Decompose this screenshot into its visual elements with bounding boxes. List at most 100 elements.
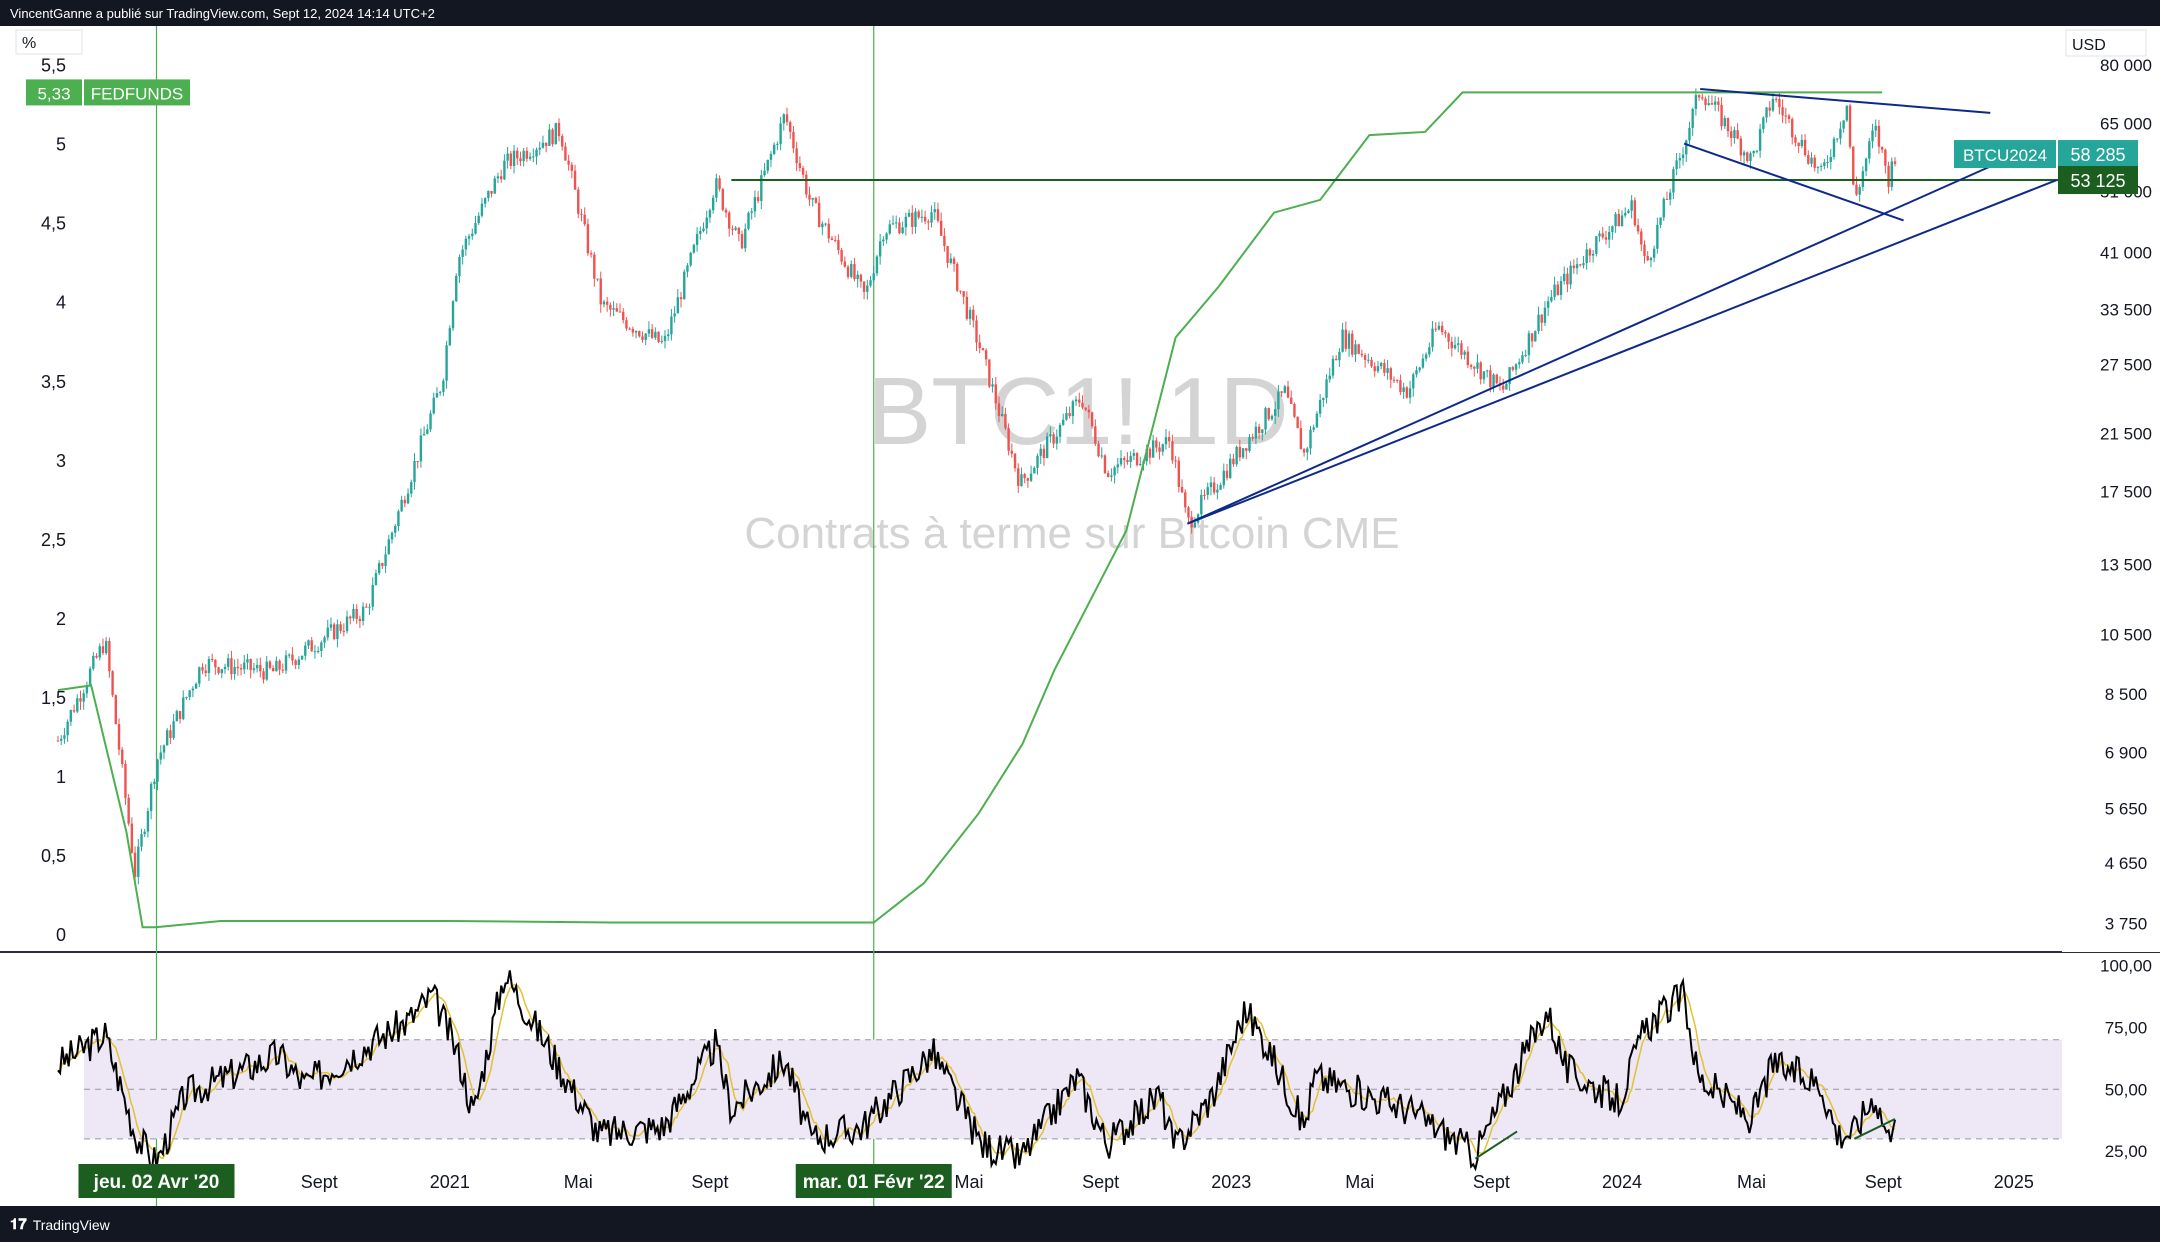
candle-body bbox=[583, 214, 586, 225]
candle-body bbox=[397, 511, 400, 527]
candle-body bbox=[1633, 200, 1637, 226]
chart-canvas[interactable]: BTC1! 1D Contrats à terme sur Bitcoin CME… bbox=[0, 26, 2160, 1206]
candle-body bbox=[1049, 434, 1052, 437]
candle-body bbox=[625, 320, 628, 329]
candle-body bbox=[259, 664, 262, 672]
candle-body bbox=[198, 667, 201, 684]
candle-body bbox=[641, 336, 644, 340]
candle-body bbox=[124, 764, 127, 798]
tradingview-brand-label: TradingView bbox=[32, 1216, 110, 1233]
candle-body bbox=[1399, 380, 1402, 393]
candle-body bbox=[230, 658, 233, 675]
candle-body bbox=[808, 194, 811, 200]
candle-body bbox=[1877, 125, 1881, 147]
candle-body bbox=[1036, 455, 1039, 468]
x-axis-tick: Sept bbox=[301, 1172, 338, 1192]
candle-body bbox=[345, 616, 349, 632]
candle-body bbox=[564, 146, 567, 161]
candle-body bbox=[1290, 397, 1293, 404]
candle-body bbox=[628, 328, 631, 330]
level-price-badge bbox=[2058, 166, 2138, 195]
candle-body bbox=[1864, 158, 1868, 172]
candle-body bbox=[1177, 460, 1181, 488]
candle-body bbox=[965, 296, 969, 319]
candle-body bbox=[1742, 152, 1746, 156]
candle-body bbox=[516, 150, 519, 159]
candle-body bbox=[1113, 467, 1116, 476]
candle-body bbox=[474, 223, 477, 234]
candle-body bbox=[104, 640, 108, 654]
candle-body bbox=[1453, 344, 1457, 349]
candle-body bbox=[827, 223, 830, 239]
left-axis-tick: 3 bbox=[56, 451, 66, 471]
candle-body bbox=[1418, 367, 1421, 371]
candle-body bbox=[760, 175, 763, 201]
candle-body bbox=[146, 811, 150, 832]
candle-body bbox=[304, 645, 307, 656]
candle-body bbox=[1694, 95, 1698, 109]
candle-body bbox=[1537, 314, 1540, 332]
candle-body bbox=[695, 233, 699, 245]
candle-body bbox=[622, 311, 625, 321]
candle-body bbox=[1389, 368, 1392, 380]
candle-body bbox=[1791, 119, 1794, 138]
candle-body bbox=[888, 224, 891, 234]
candle-body bbox=[779, 123, 782, 144]
candle-body bbox=[907, 212, 911, 217]
left-axis-tick: 5,5 bbox=[41, 56, 66, 76]
candle-body bbox=[169, 730, 172, 739]
candle-body bbox=[1074, 399, 1078, 402]
candle-body bbox=[843, 261, 847, 267]
candle-body bbox=[467, 236, 471, 239]
candle-body bbox=[666, 334, 670, 337]
candle-body bbox=[1245, 448, 1248, 451]
candle-body bbox=[991, 384, 994, 387]
candle-body bbox=[1762, 117, 1765, 130]
candle-body bbox=[1656, 224, 1659, 249]
candle-body bbox=[1746, 152, 1749, 162]
candle-body bbox=[618, 311, 622, 313]
tradingview-brand[interactable]: 𝟏𝟕 TradingView bbox=[10, 1216, 110, 1233]
candle-body bbox=[1723, 118, 1726, 127]
candle-body bbox=[332, 624, 336, 640]
candle-body bbox=[1325, 379, 1328, 398]
bottom-bar: 𝟏𝟕 TradingView bbox=[0, 1206, 2160, 1242]
candle-body bbox=[853, 264, 856, 280]
candle-body bbox=[265, 661, 268, 680]
candle-body bbox=[763, 170, 766, 176]
candle-body bbox=[1887, 165, 1890, 187]
candle-body bbox=[1119, 458, 1123, 465]
candle-body bbox=[657, 331, 660, 343]
candle-body bbox=[165, 730, 169, 746]
candle-body bbox=[1691, 108, 1694, 128]
candle-body bbox=[387, 539, 390, 555]
btc-name: BTCU2024 bbox=[1963, 146, 2047, 165]
candle-body bbox=[724, 209, 728, 213]
candle-body bbox=[480, 203, 484, 216]
candle-body bbox=[1768, 107, 1771, 111]
candle-body bbox=[737, 227, 741, 235]
candle-body bbox=[1717, 101, 1720, 105]
trendline-lower bbox=[1187, 179, 2058, 525]
candle-body bbox=[1704, 98, 1707, 106]
candle-body bbox=[1842, 120, 1845, 129]
candle-body bbox=[63, 735, 66, 739]
candle-body bbox=[962, 291, 965, 297]
candle-body bbox=[1020, 474, 1023, 487]
candle-body bbox=[1473, 366, 1476, 369]
candle-body bbox=[1797, 142, 1800, 147]
candle-body bbox=[1363, 355, 1367, 360]
x-axis-tick: mar. 01 Févr '22 bbox=[803, 1172, 945, 1193]
candle-body bbox=[541, 142, 545, 148]
candle-body bbox=[210, 658, 214, 660]
candle-body bbox=[532, 156, 535, 158]
candle-body bbox=[1807, 155, 1810, 164]
candle-body bbox=[878, 241, 882, 257]
candle-body bbox=[95, 655, 98, 658]
candle-body bbox=[403, 499, 407, 504]
candle-body bbox=[1013, 453, 1017, 469]
candle-body bbox=[499, 176, 503, 180]
candle-body bbox=[1730, 131, 1733, 139]
candle-body bbox=[631, 328, 635, 333]
candle-body bbox=[1572, 265, 1576, 269]
